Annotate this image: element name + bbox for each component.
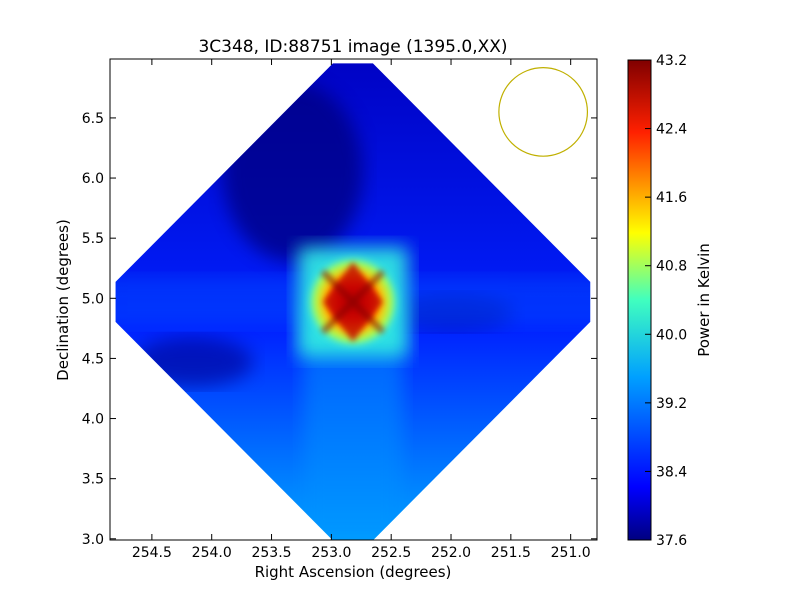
- colorbar-tick-label: 38.4: [656, 464, 687, 480]
- colorbar-tick-label: 40.0: [656, 327, 687, 343]
- colorbar: 37.6 38.4 39.2 40.0 40.8 41.6 42.4 43.2 Power i…: [627, 53, 713, 549]
- x-tick-label: 253.5: [251, 545, 291, 561]
- low-region: [132, 336, 253, 387]
- colorbar-tick-label: 39.2: [656, 396, 687, 412]
- x-tick-label: 252.0: [431, 545, 471, 561]
- low-region: [222, 81, 363, 262]
- source-cross: [320, 269, 386, 335]
- colorbar-tick-label: 40.8: [656, 259, 687, 275]
- colorbar-tick-label: 43.2: [656, 53, 687, 69]
- colorbar-ticks: 37.6 38.4 39.2 40.0 40.8 41.6 42.4 43.2: [645, 53, 687, 549]
- x-tick-label: 254.0: [192, 545, 232, 561]
- x-axis-label: Right Ascension (degrees): [255, 563, 452, 581]
- colorbar-gradient: [627, 59, 652, 541]
- y-tick-label: 6.0: [82, 171, 104, 187]
- field-map: [115, 63, 591, 540]
- y-tick-label: 4.0: [82, 412, 104, 428]
- y-tick-label: 4.5: [82, 351, 104, 367]
- y-tick-label: 3.0: [82, 532, 104, 548]
- y-axis-label: Declination (degrees): [54, 219, 72, 381]
- y-tick-label: 5.5: [82, 231, 104, 247]
- y-tick-label: 3.5: [82, 472, 104, 488]
- chart-title: 3C348, ID:88751 image (1395.0,XX): [198, 37, 507, 57]
- y-tick-label: 5.0: [82, 291, 104, 307]
- colorbar-tick-label: 37.6: [656, 533, 687, 549]
- colorbar-tick-label: 41.6: [656, 190, 687, 206]
- x-axis: 254.5 254.0 253.5 253.0 252.5 252.0 251.5 251.0: [132, 59, 591, 561]
- x-tick-label: 251.0: [551, 545, 591, 561]
- heatmap-image: [115, 63, 591, 540]
- y-axis: 3.0 3.5 4.0 4.5 5.0 5.5 6.0 6.5: [82, 111, 597, 548]
- x-tick-label: 253.0: [311, 545, 351, 561]
- x-tick-label: 252.5: [371, 545, 411, 561]
- colorbar-tick-label: 42.4: [656, 122, 687, 138]
- beam-circle: [498, 67, 589, 157]
- colorbar-label: Power in Kelvin: [695, 243, 713, 357]
- y-tick-label: 6.5: [82, 111, 104, 127]
- x-tick-label: 251.5: [491, 545, 531, 561]
- x-tick-label: 254.5: [132, 545, 172, 561]
- plot-frame: [109, 58, 598, 541]
